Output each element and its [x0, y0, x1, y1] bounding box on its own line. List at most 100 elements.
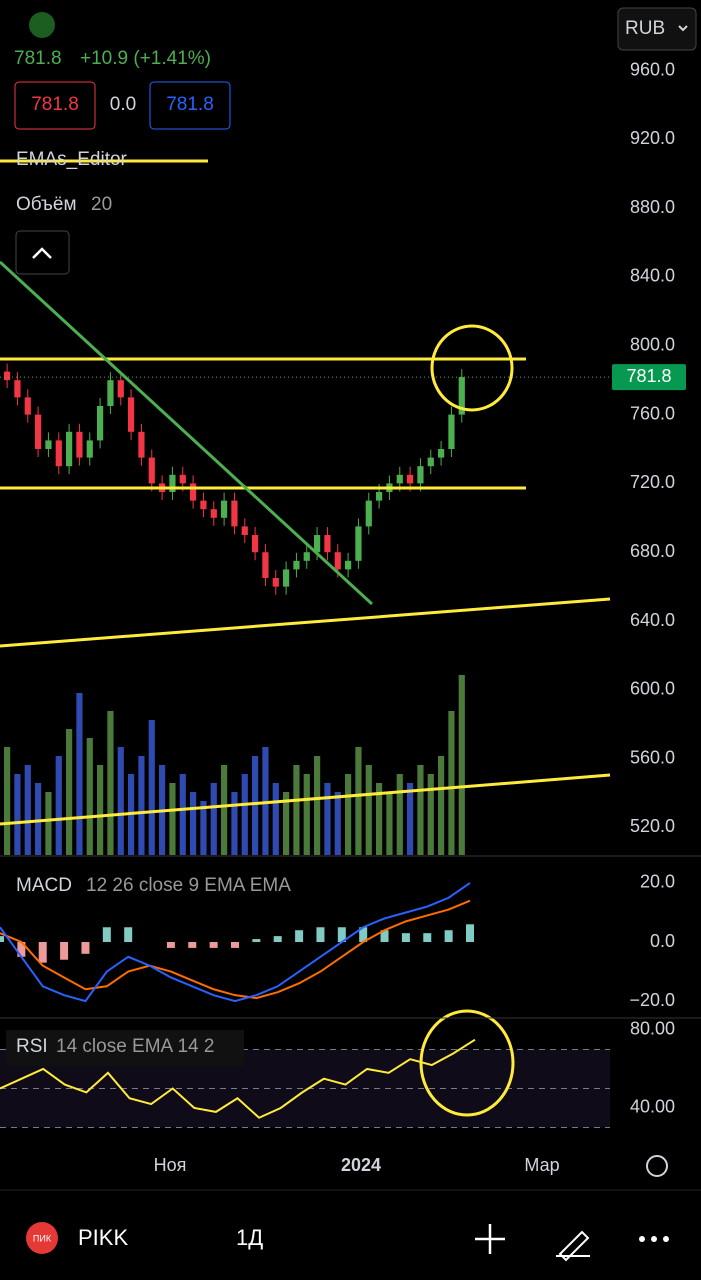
spread: 0.0 — [110, 94, 136, 115]
histogram-bar — [38, 942, 47, 963]
last-price-box — [612, 364, 686, 391]
ask-box[interactable] — [149, 81, 231, 130]
add-icon[interactable] — [475, 1224, 505, 1254]
dropdown-icon — [678, 25, 688, 32]
y-tick-label: 640.0 — [630, 610, 675, 630]
histogram-bar — [124, 927, 133, 943]
histogram-bar — [209, 942, 218, 948]
candle — [14, 380, 21, 398]
candle — [97, 405, 104, 441]
volume-bar — [427, 774, 434, 855]
candle — [314, 535, 321, 553]
candle — [45, 440, 52, 450]
interval[interactable]: 1Д — [236, 1225, 263, 1250]
volume-bar — [200, 801, 207, 855]
volume-bar — [417, 765, 424, 855]
histogram-bar — [401, 933, 410, 943]
histogram-bar — [252, 939, 261, 943]
candle — [262, 552, 269, 579]
candle — [407, 474, 414, 484]
status-icon — [29, 12, 55, 38]
candle — [107, 380, 114, 406]
y-tick-label: 40.00 — [630, 1097, 675, 1117]
y-tick-label: 880.0 — [630, 197, 675, 217]
y-tick-label: 760.0 — [630, 403, 675, 423]
volume-bar — [283, 792, 290, 855]
candle — [117, 380, 124, 398]
currency-button[interactable] — [617, 7, 697, 51]
y-tick-label: 680.0 — [630, 541, 675, 561]
histogram-bar — [273, 936, 282, 943]
y-tick-label: 920.0 — [630, 128, 675, 148]
drawing-line — [0, 260, 374, 606]
candle — [179, 474, 186, 484]
volume-bar — [272, 783, 279, 855]
ticker[interactable]: PIKK — [78, 1225, 128, 1250]
rsi-label: RSI — [16, 1036, 48, 1057]
volume-bar — [376, 783, 383, 855]
volume-bar — [148, 720, 155, 855]
more-icon[interactable] — [639, 1236, 669, 1242]
candle — [200, 500, 207, 510]
histogram-bar — [102, 927, 111, 943]
x-label: Мар — [524, 1155, 559, 1175]
candle — [324, 535, 331, 553]
volume-bar — [458, 675, 465, 855]
volume-bar — [210, 783, 217, 855]
volume-bar — [66, 729, 73, 855]
volume-bar — [190, 792, 197, 855]
candle — [355, 526, 362, 561]
x-label: Ноя — [154, 1155, 187, 1175]
y-tick-label: 20.0 — [640, 872, 675, 892]
draw-icon[interactable] — [556, 1230, 590, 1262]
bid[interactable]: 781.8 — [31, 94, 79, 115]
volume-bar — [117, 747, 124, 855]
volume-length: 20 — [91, 194, 112, 215]
bid-box[interactable] — [14, 81, 96, 130]
candle — [169, 474, 176, 493]
histogram-bar — [316, 927, 325, 943]
candle — [190, 483, 197, 501]
candle — [24, 397, 31, 415]
volume-bar — [14, 774, 21, 855]
drawing-line — [0, 773, 611, 826]
volume-bar — [86, 738, 93, 855]
candle — [365, 500, 372, 527]
settings-icon[interactable] — [646, 1155, 668, 1177]
candle — [231, 500, 238, 527]
currency[interactable]: RUB — [625, 18, 665, 39]
change: +10.9 (+1.41%) — [80, 48, 211, 69]
y-tick-label: 520.0 — [630, 816, 675, 836]
volume-bar — [396, 774, 403, 855]
rsi-params: 14 close EMA 14 2 — [56, 1036, 214, 1057]
collapse-button[interactable] — [15, 230, 70, 275]
volume-bar — [314, 756, 321, 855]
histogram-bar — [444, 930, 453, 943]
volume-bar — [107, 711, 114, 855]
candle — [417, 466, 424, 484]
y-tick-label: 0.0 — [650, 931, 675, 951]
ask[interactable]: 781.8 — [166, 94, 214, 115]
candle — [55, 440, 62, 467]
volume-bar — [169, 783, 176, 855]
candle — [376, 492, 383, 501]
volume-label: Объём — [16, 194, 77, 215]
histogram-bar — [0, 936, 4, 943]
candle — [334, 552, 341, 570]
volume-bar — [76, 693, 83, 855]
y-tick-label: 800.0 — [630, 335, 675, 355]
volume-bar — [252, 756, 259, 855]
histogram-bar — [166, 942, 175, 948]
price: 781.8 — [14, 48, 62, 69]
volume-bar — [438, 756, 445, 855]
volume-bar — [334, 792, 341, 855]
histogram-bar — [231, 942, 239, 948]
candle — [448, 414, 455, 450]
volume-bar — [407, 783, 414, 855]
histogram-bar — [60, 942, 69, 960]
ema-label: EMAs_Editor — [16, 149, 128, 170]
histogram-bar — [466, 924, 474, 943]
